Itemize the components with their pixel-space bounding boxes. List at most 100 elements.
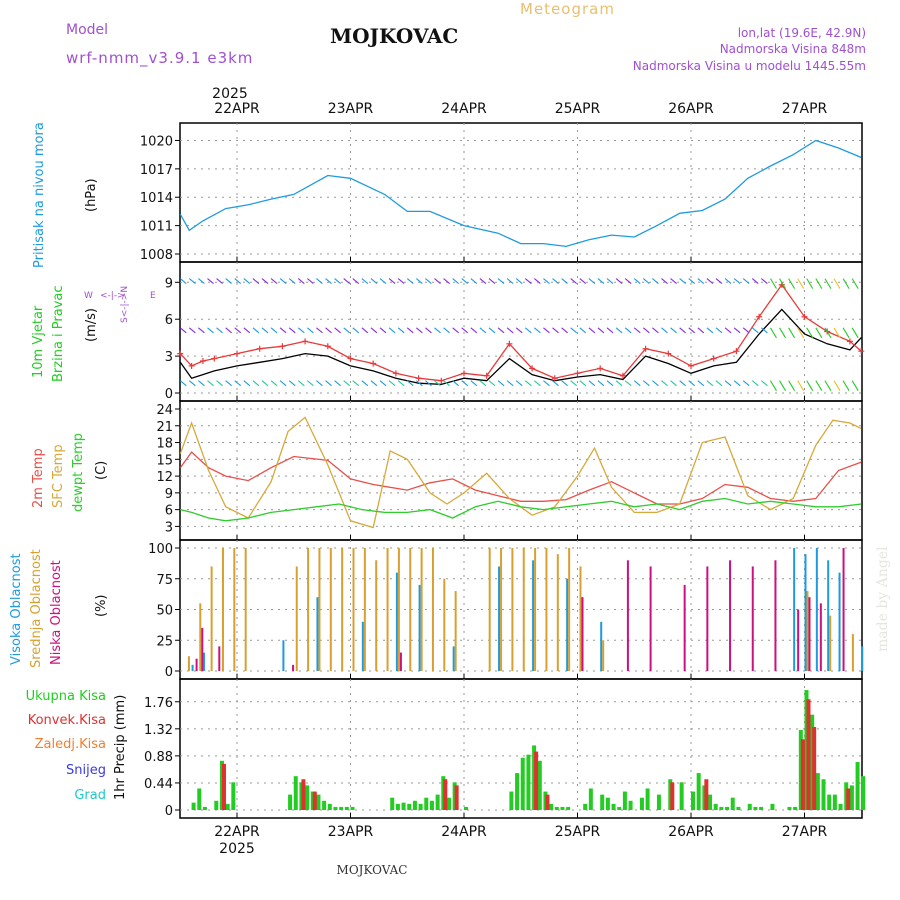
bar-clouds-Niska: [842, 548, 845, 671]
wind-barb: [679, 278, 687, 285]
wind-barb: [661, 278, 668, 285]
wind-barb: [697, 278, 705, 285]
meteogram-title: Meteogram: [520, 0, 615, 18]
ytick-label: 3: [165, 350, 173, 365]
wind-barb: [188, 380, 196, 387]
bar-precip-Ukupna Kisa: [407, 803, 412, 810]
bar-precip-Ukupna Kisa: [316, 794, 321, 810]
bar-clouds-Srednja: [244, 548, 247, 671]
bar-clouds-Visoka: [202, 652, 205, 671]
wind-barb: [588, 278, 596, 285]
wind-barb: [443, 380, 450, 387]
wind-barb: [325, 278, 332, 285]
temp-unit: (C): [94, 461, 109, 480]
wind-barb: [534, 278, 541, 285]
wind-barb: [815, 327, 823, 339]
wind-barb: [588, 380, 596, 387]
bar-clouds-Srednja: [386, 548, 389, 671]
wind-barb: [742, 327, 750, 334]
wind-barb: [261, 278, 269, 285]
bar-precip-Ukupna Kisa: [339, 806, 344, 810]
wind-barb: [343, 278, 351, 285]
bar-precip-Ukupna Kisa: [333, 806, 338, 810]
bar-clouds-Srednja: [522, 548, 525, 671]
ytick-label: 6: [165, 504, 173, 519]
bar-clouds-Niska: [774, 560, 777, 671]
bar-precip-Ukupna Kisa: [730, 797, 735, 810]
panel-frame-clouds: [179, 539, 863, 680]
bar-precip-Ukupna Kisa: [696, 773, 701, 810]
panel-frame-temperature: [179, 400, 863, 541]
bar-precip-Ukupna Kisa: [288, 794, 293, 810]
bar-precip-Ukupna Kisa: [691, 791, 695, 810]
gust-marker: [177, 350, 184, 357]
ytick-label: 0.88: [144, 750, 173, 765]
svg-text:W: W: [84, 291, 93, 301]
bar-precip-Ukupna Kisa: [713, 803, 718, 810]
wind-barb: [806, 278, 814, 289]
wind-barb: [316, 380, 323, 387]
wind-barb: [724, 278, 732, 285]
precip-legend-snow: Snijeg: [66, 763, 106, 778]
bar-precip-Ukupna Kisa: [855, 762, 860, 810]
wind-barb: [461, 380, 469, 387]
wind-barb: [833, 380, 841, 391]
bar-precip-Ukupna Kisa: [197, 788, 202, 810]
wind-barb: [207, 327, 214, 334]
gust-marker: [597, 365, 604, 372]
wind-barb: [570, 380, 578, 387]
wind-barb: [415, 278, 423, 285]
bar-precip-Ukupna Kisa: [708, 794, 713, 810]
wind-barb: [188, 278, 196, 285]
wind-barb: [679, 380, 687, 387]
wind-barb: [715, 278, 723, 285]
bar-precip-Ukupna Kisa: [344, 806, 349, 810]
wind-barb: [225, 380, 233, 387]
ytick-label: 1017: [140, 163, 173, 178]
wind-barb: [624, 327, 632, 334]
wind-barb: [179, 278, 187, 285]
bar-clouds-Srednja: [233, 548, 236, 671]
bar-clouds-Niska: [581, 597, 584, 671]
bar-clouds-Visoka: [815, 548, 818, 671]
wind-barb: [761, 327, 768, 334]
wind-barb: [198, 327, 205, 334]
wind-barb: [370, 278, 378, 285]
bar-clouds-Srednja: [431, 548, 434, 671]
precip-legend-frozen: Zaledj.Kisa: [35, 737, 106, 752]
day-label-bottom: 27APR: [782, 824, 828, 840]
day-label-bottom: 22APR: [214, 824, 260, 840]
bar-precip-Ukupna Kisa: [821, 779, 826, 810]
wind-barb: [243, 278, 251, 285]
wind-barb: [652, 327, 659, 334]
bar-clouds-Srednja: [488, 548, 491, 671]
gust-marker: [324, 343, 331, 350]
ytick-label: 25: [156, 634, 173, 649]
bar-clouds-Srednja: [307, 548, 310, 671]
bar-clouds-Visoka: [418, 584, 421, 671]
bar-precip-Ukupna Kisa: [770, 803, 775, 810]
bar-clouds-Niska: [683, 584, 686, 671]
wind-barb: [343, 327, 351, 334]
wind-barb: [434, 278, 441, 285]
bar-precip-Ukupna Kisa: [231, 782, 236, 810]
wind-barb: [779, 380, 787, 391]
precip-title: 1hr Precip (mm): [113, 695, 128, 800]
bar-precip-Ukupna Kisa: [838, 803, 843, 810]
wind-barb: [797, 278, 805, 289]
wind-barb: [270, 327, 278, 334]
bar-clouds-Visoka: [452, 646, 455, 671]
bar-precip-Konvek.Kisa: [846, 788, 851, 810]
wind-barb: [297, 327, 305, 334]
bar-precip-Ukupna Kisa: [322, 800, 327, 810]
gust-marker: [256, 345, 263, 352]
bar-clouds-Srednja: [534, 548, 537, 671]
bar-clouds-Srednja: [318, 548, 321, 671]
bar-clouds-Srednja: [602, 640, 605, 671]
panels-group: 22APR 22APR 23APR 23APR 24APR 24APR 25APR 25APR…: [140, 101, 866, 840]
wind-barb: [443, 278, 450, 285]
wind-barb: [234, 380, 242, 387]
wind-barb: [388, 380, 396, 387]
gust-marker: [665, 350, 672, 357]
bar-precip-Ukupna Kisa: [679, 782, 684, 810]
